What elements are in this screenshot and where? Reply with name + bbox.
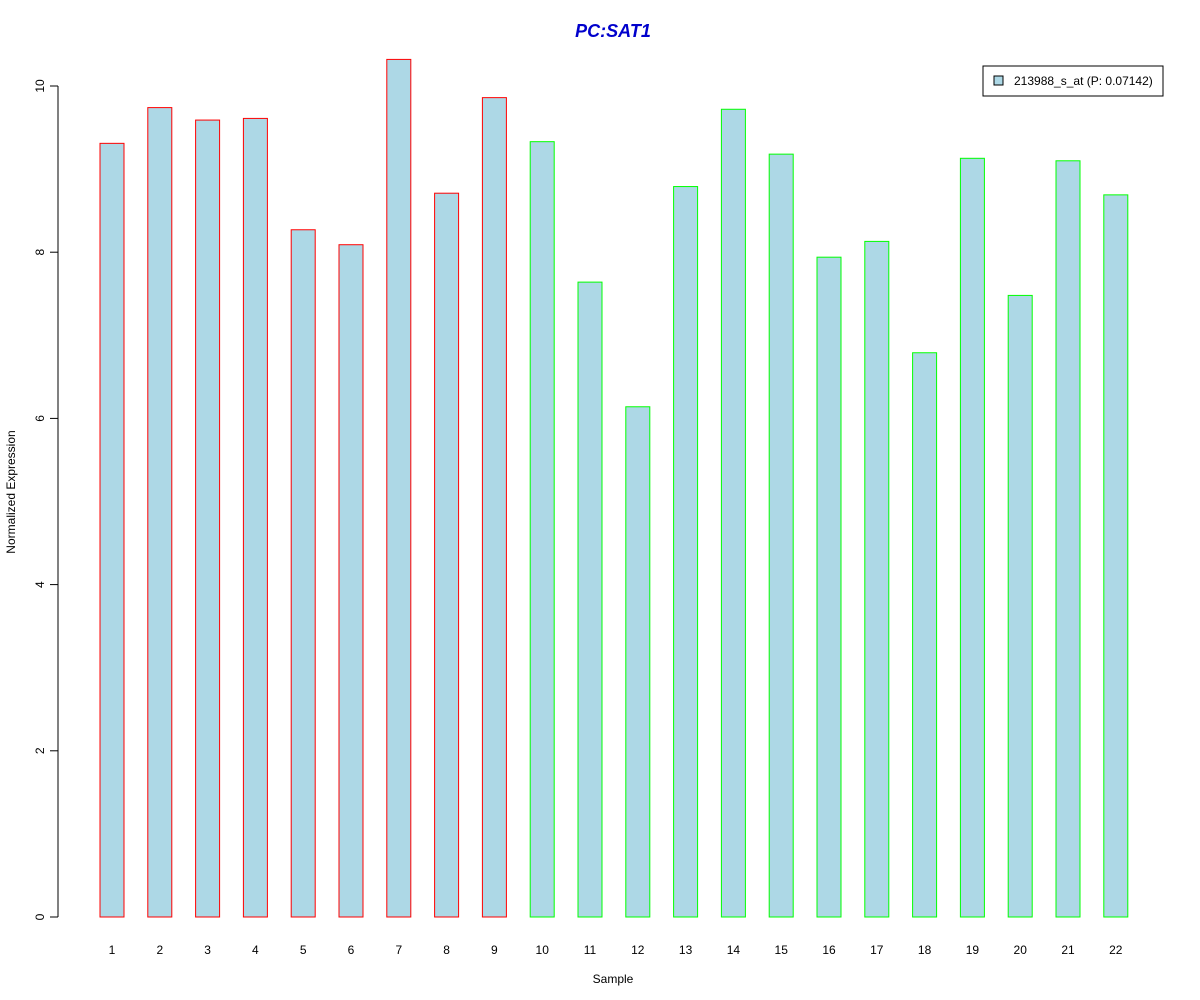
x-tick-label: 5: [300, 943, 307, 957]
x-tick-label: 7: [395, 943, 402, 957]
bar-sample-4: [242, 117, 268, 918]
y-tick-label: 2: [33, 747, 47, 754]
x-tick-label: 12: [631, 943, 645, 957]
legend-label: 213988_s_at (P: 0.07142): [1014, 74, 1153, 88]
bar-sample-11: [577, 281, 603, 918]
bar-sample-15: [768, 153, 794, 918]
x-tick-label: 13: [679, 943, 693, 957]
bars-group: [99, 58, 1129, 918]
x-tick-label: 11: [584, 943, 597, 957]
x-tick-labels: 1 2 3 4 5 6 7 8 9 10 11 12 13 14 15 16 17 18 19 20 21 22: [109, 943, 1123, 957]
y-tick-label: 8: [33, 249, 47, 256]
y-tick-label: 10: [33, 79, 47, 93]
x-tick-label: 2: [156, 943, 163, 957]
bar-sample-22: [1103, 194, 1129, 918]
x-tick-label: 19: [966, 943, 980, 957]
bar-sample-14: [720, 108, 746, 918]
x-tick-label: 10: [536, 943, 550, 957]
x-tick-label: 22: [1109, 943, 1123, 957]
y-axis-label: Normalized Expression: [4, 430, 18, 553]
y-tick-label: 0: [33, 913, 47, 920]
bar-sample-3: [195, 119, 221, 918]
bar-sample-16: [816, 256, 842, 918]
y-tick-label: 4: [33, 581, 47, 588]
x-tick-label: 9: [491, 943, 498, 957]
bar-sample-17: [864, 240, 890, 918]
bar-sample-8: [434, 192, 460, 918]
bar-sample-18: [912, 352, 938, 918]
x-tick-label: 8: [443, 943, 450, 957]
bar-sample-20: [1007, 294, 1033, 918]
x-tick-label: 4: [252, 943, 259, 957]
x-tick-label: 14: [727, 943, 741, 957]
x-tick-label: 20: [1014, 943, 1028, 957]
bar-sample-6: [338, 244, 364, 918]
bar-sample-1: [99, 142, 125, 918]
y-axis-ticks: 0 2 4 6 8 10: [33, 79, 58, 920]
bar-sample-5: [290, 229, 316, 918]
x-tick-label: 17: [870, 943, 884, 957]
x-tick-label: 6: [348, 943, 355, 957]
x-tick-label: 21: [1061, 943, 1075, 957]
y-tick-label: 6: [33, 415, 47, 422]
x-tick-label: 18: [918, 943, 932, 957]
legend: 213988_s_at (P: 0.07142): [982, 65, 1164, 97]
legend-box: [982, 65, 1164, 97]
x-tick-label: 15: [775, 943, 789, 957]
bar-sample-2: [147, 107, 173, 918]
bar-sample-12: [625, 406, 651, 918]
legend-swatch: [993, 75, 1004, 86]
x-axis-label: Sample: [593, 972, 634, 986]
x-tick-label: 1: [109, 943, 116, 957]
bar-sample-9: [481, 97, 507, 918]
bar-sample-21: [1055, 160, 1081, 918]
bar-sample-7: [386, 58, 412, 918]
x-tick-label: 16: [822, 943, 836, 957]
bar-sample-13: [673, 186, 699, 918]
chart-title: PC:SAT1: [575, 21, 651, 41]
bar-sample-10: [529, 141, 555, 918]
bar-sample-19: [959, 157, 985, 918]
x-tick-label: 3: [204, 943, 211, 957]
